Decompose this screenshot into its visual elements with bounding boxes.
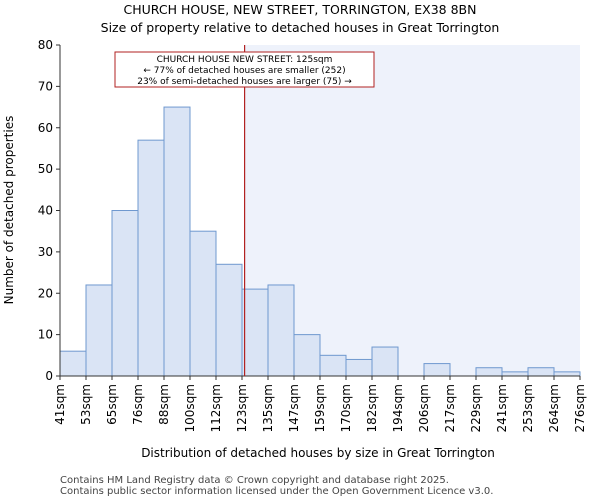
x-axis-label: Distribution of detached houses by size … bbox=[141, 446, 495, 460]
x-tick-label: 41sqm bbox=[53, 384, 67, 425]
y-tick-label: 50 bbox=[38, 162, 53, 176]
x-tick-label: 65sqm bbox=[105, 384, 119, 425]
histogram-bar bbox=[371, 346, 399, 377]
y-tick-label: 0 bbox=[45, 369, 53, 383]
y-axis-label: Number of detached properties bbox=[2, 116, 16, 305]
x-tick-label: 100sqm bbox=[183, 384, 197, 432]
x-tick-label: 217sqm bbox=[443, 384, 457, 432]
histogram-bar bbox=[189, 230, 217, 377]
histogram-bar bbox=[319, 354, 347, 377]
y-tick-label: 80 bbox=[38, 38, 53, 52]
histogram-bar bbox=[215, 263, 243, 377]
histogram-bar bbox=[137, 139, 165, 377]
x-tick-label: 123sqm bbox=[235, 384, 249, 432]
histogram-bar bbox=[527, 367, 555, 377]
histogram-bar bbox=[59, 350, 87, 377]
x-tick-label: 53sqm bbox=[79, 384, 93, 425]
y-tick-label: 70 bbox=[38, 79, 53, 93]
histogram-bar bbox=[241, 288, 269, 377]
x-tick-label: 229sqm bbox=[469, 384, 483, 432]
histogram-bar bbox=[475, 367, 503, 377]
x-tick-label: 264sqm bbox=[547, 384, 561, 432]
x-tick-label: 135sqm bbox=[261, 384, 275, 432]
histogram-bar bbox=[293, 334, 321, 377]
histogram-chart: CHURCH HOUSE, NEW STREET, TORRINGTON, EX… bbox=[2, 2, 587, 460]
x-tick-label: 182sqm bbox=[365, 384, 379, 432]
histogram-bar bbox=[423, 363, 451, 377]
x-tick-label: 159sqm bbox=[313, 384, 327, 432]
histogram-bar bbox=[85, 284, 113, 377]
x-tick-label: 76sqm bbox=[131, 384, 145, 425]
chart-subtitle: Size of property relative to detached ho… bbox=[101, 20, 500, 35]
histogram-bar bbox=[501, 371, 529, 377]
x-tick-label: 88sqm bbox=[157, 384, 171, 425]
histogram-bar bbox=[345, 358, 373, 377]
footer-licence: Contains public sector information licen… bbox=[60, 486, 494, 497]
chart-title: CHURCH HOUSE, NEW STREET, TORRINGTON, EX… bbox=[124, 2, 477, 17]
histogram-bar bbox=[267, 284, 295, 377]
x-tick-label: 276sqm bbox=[573, 384, 587, 432]
annotation-text: ← 77% of detached houses are smaller (25… bbox=[143, 66, 345, 76]
histogram-bar bbox=[163, 106, 191, 377]
x-tick-label: 170sqm bbox=[339, 384, 353, 432]
y-tick-label: 30 bbox=[38, 245, 53, 259]
larger-region-shading bbox=[244, 45, 580, 376]
x-tick-label: 241sqm bbox=[495, 384, 509, 432]
x-tick-label: 194sqm bbox=[391, 384, 405, 432]
histogram-bar bbox=[111, 210, 139, 377]
y-tick-label: 40 bbox=[38, 204, 53, 218]
x-tick-label: 206sqm bbox=[417, 384, 431, 432]
annotation-box bbox=[114, 51, 375, 88]
annotation-text: 23% of semi-detached houses are larger (… bbox=[137, 77, 352, 87]
annotation-text: CHURCH HOUSE NEW STREET: 125sqm bbox=[157, 55, 333, 65]
footer-copyright: Contains HM Land Registry data © Crown c… bbox=[60, 475, 449, 486]
x-tick-label: 253sqm bbox=[521, 384, 535, 432]
y-tick-label: 20 bbox=[38, 286, 53, 300]
x-tick-label: 147sqm bbox=[287, 384, 301, 432]
y-tick-label: 10 bbox=[38, 328, 53, 342]
y-tick-label: 60 bbox=[38, 121, 53, 135]
x-tick-label: 112sqm bbox=[209, 384, 223, 432]
histogram-bar bbox=[553, 371, 581, 377]
